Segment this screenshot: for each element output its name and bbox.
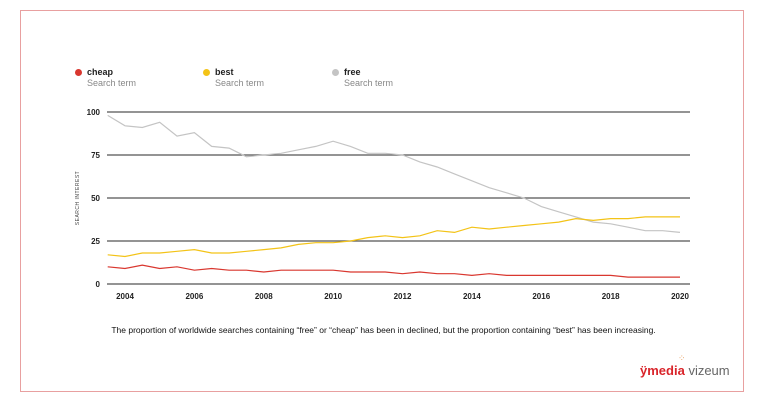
legend-label-cheap: cheap	[87, 67, 114, 77]
x-tick-label: 2010	[324, 292, 342, 301]
x-tick-label: 2008	[255, 292, 273, 301]
x-tick-label: 2004	[116, 292, 134, 301]
x-tick-label: 2020	[671, 292, 689, 301]
x-tick-label: 2014	[463, 292, 481, 301]
series-line-cheap	[107, 264, 680, 278]
logo-vizeum: vizeum	[688, 363, 730, 378]
legend-label-best: best	[215, 67, 234, 77]
logo: ÿmedia vizeum	[640, 363, 730, 378]
legend-sub: Search term	[344, 78, 394, 88]
legend-dot-cheap	[75, 69, 82, 76]
legend-label-free: free	[344, 67, 361, 77]
legend-best: best Search term	[203, 67, 265, 89]
legend-dot-free	[332, 69, 339, 76]
x-tick-label: 2018	[602, 292, 620, 301]
logo-ymedia: ÿmedia	[640, 363, 685, 378]
chart-caption: The proportion of worldwide searches con…	[111, 325, 656, 335]
legend-sub: Search term	[87, 78, 137, 88]
y-tick-label: 100	[87, 108, 101, 117]
series-line-best	[107, 216, 680, 258]
legend-sub: Search term	[215, 78, 265, 88]
x-tick-label: 2012	[394, 292, 412, 301]
y-tick-label: 0	[96, 280, 101, 289]
y-tick-label: 75	[91, 151, 100, 160]
legend-free: free Search term	[332, 67, 394, 89]
y-tick-label: 50	[91, 194, 100, 203]
legend-dot-best	[203, 69, 210, 76]
x-tick-label: 2016	[532, 292, 550, 301]
y-tick-label: 25	[91, 237, 100, 246]
sparkle-icon: ⁘	[678, 353, 686, 363]
series-line-free	[107, 114, 681, 233]
y-axis-label: SEARCH INTEREST	[75, 171, 81, 225]
legend-cheap: cheap Search term	[75, 67, 137, 89]
chart-frame	[20, 10, 744, 392]
x-tick-label: 2006	[185, 292, 203, 301]
